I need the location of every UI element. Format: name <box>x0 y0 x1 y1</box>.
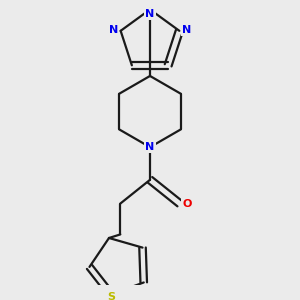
Text: N: N <box>146 142 154 152</box>
Text: N: N <box>146 9 154 19</box>
Text: N: N <box>182 25 191 34</box>
Text: S: S <box>107 292 115 300</box>
Text: O: O <box>182 199 191 208</box>
Text: N: N <box>109 25 118 34</box>
